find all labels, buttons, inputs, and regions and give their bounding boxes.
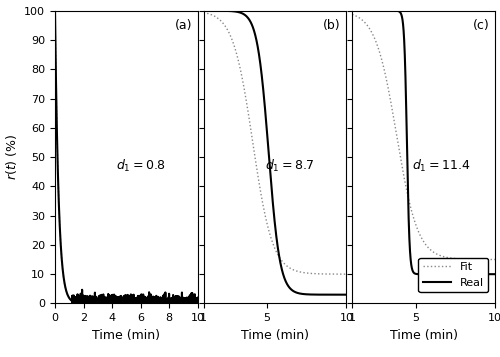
Text: (c): (c) — [472, 20, 490, 32]
X-axis label: Time (min): Time (min) — [390, 329, 458, 342]
Text: $d_1=8.7$: $d_1=8.7$ — [265, 158, 314, 174]
Text: (a): (a) — [174, 20, 192, 32]
X-axis label: Time (min): Time (min) — [92, 329, 160, 342]
Text: $d_1=11.4$: $d_1=11.4$ — [412, 158, 470, 174]
Legend: Fit, Real: Fit, Real — [418, 258, 488, 292]
Text: $d_1=0.8$: $d_1=0.8$ — [116, 158, 166, 174]
Text: (b): (b) — [323, 20, 340, 32]
X-axis label: Time (min): Time (min) — [241, 329, 309, 342]
Y-axis label: $r(t)$ (%): $r(t)$ (%) — [4, 134, 18, 180]
